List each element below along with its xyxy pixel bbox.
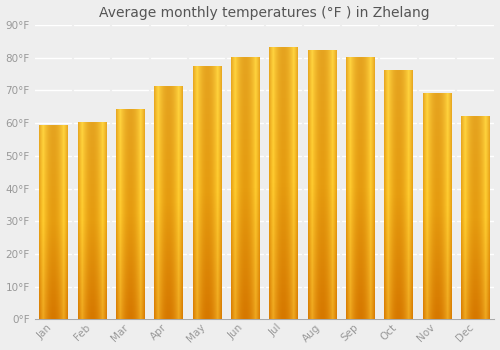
Title: Average monthly temperatures (°F ) in Zhelang: Average monthly temperatures (°F ) in Zh… bbox=[99, 6, 430, 20]
